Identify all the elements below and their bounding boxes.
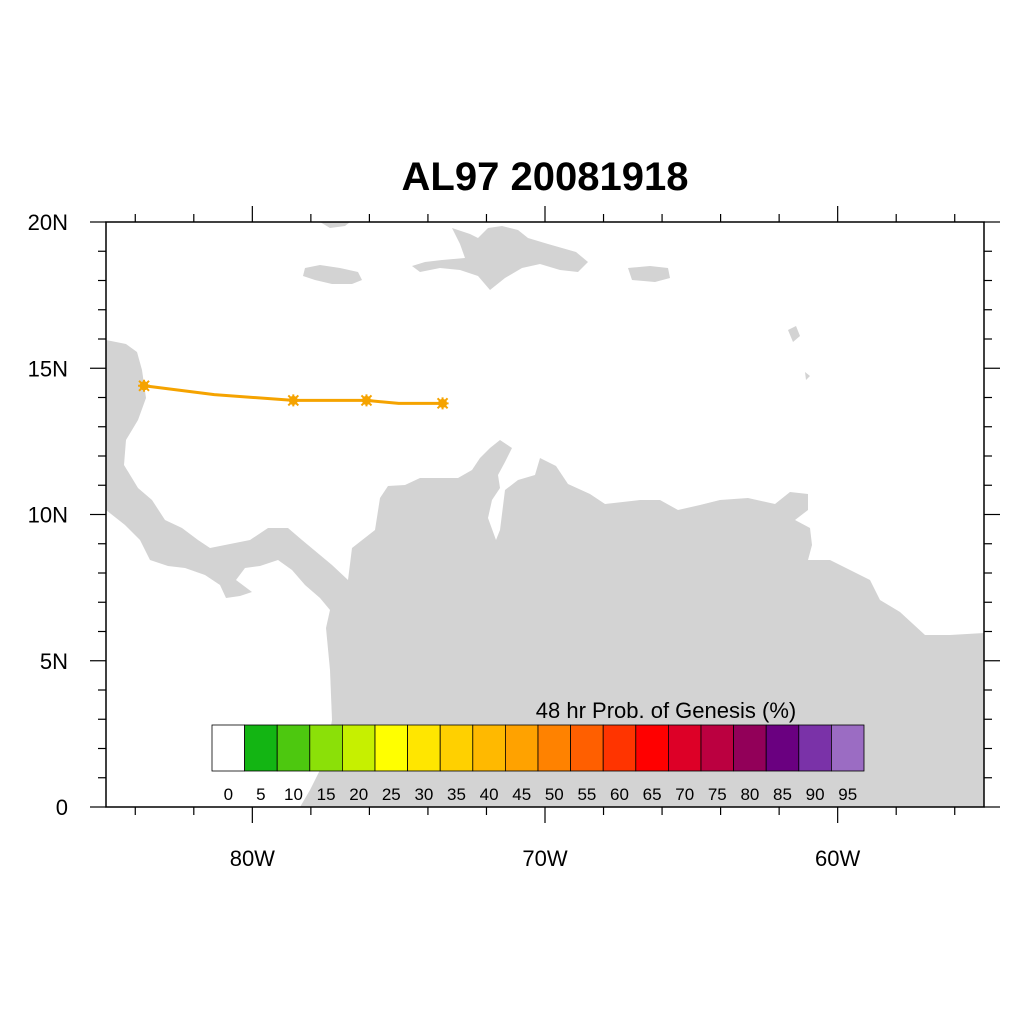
colorbar-box <box>537 724 571 772</box>
colorbar-box <box>407 724 441 772</box>
colorbar-box <box>798 724 832 772</box>
lat-tick-label: 0 <box>56 795 68 820</box>
colorbar-label: 75 <box>708 785 727 804</box>
colorbar-label: 5 <box>256 785 265 804</box>
colorbar-box <box>309 724 343 772</box>
colorbar-box <box>439 724 474 772</box>
land-lesser-antilles-north <box>788 326 800 342</box>
colorbar-label: 0 <box>224 785 233 804</box>
colorbar-label: 15 <box>317 785 336 804</box>
lon-tick-label: 70W <box>522 846 567 871</box>
colorbar-label: 20 <box>349 785 368 804</box>
colorbar-box <box>276 724 311 772</box>
land-lesser-antilles-south <box>805 372 810 380</box>
colorbar-box <box>831 724 865 772</box>
axis-ticks <box>90 206 1000 823</box>
lat-tick-label: 5N <box>40 649 68 674</box>
colorbar-label: 40 <box>480 785 499 804</box>
colorbar-label: 30 <box>414 785 433 804</box>
lat-tick-label: 20N <box>28 210 68 235</box>
genesis-probability-colorbar: 48 hr Prob. of Genesis (%) 0 5 10 15 20 25 30 3… <box>211 698 865 804</box>
colorbar-label: 65 <box>643 785 662 804</box>
colorbar-box <box>504 724 539 772</box>
colorbar-label: 35 <box>447 785 466 804</box>
track-marker <box>360 394 373 407</box>
land-hispaniola <box>412 226 588 290</box>
land-cuba <box>320 222 350 228</box>
colorbar-box <box>765 724 800 772</box>
colorbar-label: 25 <box>382 785 401 804</box>
colorbar-labels: 0 5 10 15 20 25 30 35 40 45 50 55 60 65 70 75 80 85 90 95 <box>224 785 858 804</box>
land-puerto-rico <box>628 266 670 282</box>
track-marker <box>138 379 151 392</box>
colorbar-label: 70 <box>675 785 694 804</box>
land-masses <box>106 222 984 807</box>
colorbar-box <box>244 724 278 772</box>
colorbar-box <box>700 724 734 772</box>
colorbar-box <box>733 724 767 772</box>
map-title: AL97 20081918 <box>402 155 689 199</box>
colorbar-box <box>635 724 669 772</box>
track-line <box>143 384 443 405</box>
colorbar-label: 45 <box>512 785 531 804</box>
colorbar-label: 90 <box>806 785 825 804</box>
track-marker <box>436 397 449 410</box>
colorbar-box <box>472 724 506 772</box>
storm-track <box>138 379 449 410</box>
colorbar-label: 85 <box>773 785 792 804</box>
colorbar-box <box>211 724 245 772</box>
lat-tick-label: 10N <box>28 503 68 528</box>
lat-tick-label: 15N <box>28 356 68 381</box>
track-marker <box>287 394 300 407</box>
colorbar-box <box>570 724 604 772</box>
colorbar-box <box>668 724 702 772</box>
colorbar-boxes <box>211 724 865 772</box>
colorbar-box <box>374 724 408 772</box>
colorbar-label: 10 <box>284 785 303 804</box>
colorbar-label: 50 <box>545 785 564 804</box>
colorbar-title: 48 hr Prob. of Genesis (%) <box>536 698 796 723</box>
colorbar-label: 55 <box>577 785 596 804</box>
land-south-central-america <box>106 340 984 807</box>
axis-tick-labels: 80W 70W 60W 20N 15N 10N 5N 0 <box>28 210 861 871</box>
colorbar-box <box>341 724 376 772</box>
colorbar-label: 80 <box>740 785 759 804</box>
land-jamaica <box>303 265 362 284</box>
colorbar-label: 95 <box>838 785 857 804</box>
colorbar-box <box>602 724 637 772</box>
lon-tick-label: 80W <box>230 846 275 871</box>
lon-tick-label: 60W <box>815 846 860 871</box>
colorbar-label: 60 <box>610 785 629 804</box>
